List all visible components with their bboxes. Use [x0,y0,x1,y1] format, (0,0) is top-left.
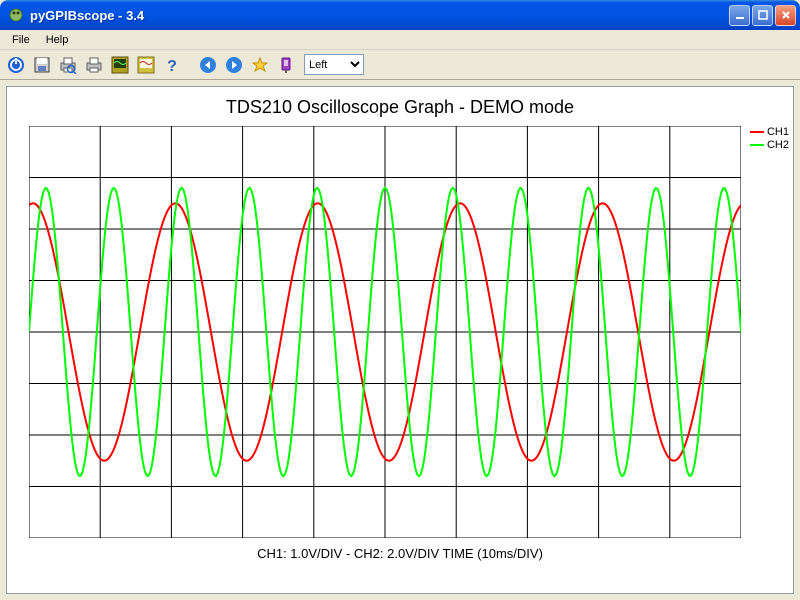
forward-button[interactable] [222,53,246,77]
legend: CH1 CH2 [750,126,789,152]
save-button[interactable] [30,53,54,77]
chart-footer: CH1: 1.0V/DIV - CH2: 2.0V/DIV TIME (10ms… [7,538,793,569]
menu-file[interactable]: File [4,32,38,48]
oscilloscope-chart [29,126,741,538]
content-area: TDS210 Oscilloscope Graph - DEMO mode CH… [0,80,800,600]
legend-item-ch1: CH1 [750,126,789,138]
legend-item-ch2: CH2 [750,139,789,151]
print-preview-button[interactable] [56,53,80,77]
alignment-select[interactable]: Left Right [304,54,364,75]
print-button[interactable] [82,53,106,77]
window-title: pyGPIBscope - 3.4 [28,8,729,23]
menu-help[interactable]: Help [38,32,77,48]
app-icon [8,7,24,23]
minimize-button[interactable] [729,5,750,26]
maximize-button[interactable] [752,5,773,26]
titlebar: pyGPIBscope - 3.4 [0,0,800,30]
power-button[interactable] [4,53,28,77]
svg-text:?: ? [167,58,177,74]
graph-panel: TDS210 Oscilloscope Graph - DEMO mode CH… [6,86,794,594]
screen1-button[interactable] [108,53,132,77]
plot-area: CH1 CH2 [29,126,741,538]
menubar: File Help [0,30,800,50]
help-button[interactable]: ? [160,53,184,77]
toolbar: ? Left Right [0,50,800,80]
chart-title: TDS210 Oscilloscope Graph - DEMO mode [7,87,793,126]
legend-label-ch1: CH1 [767,126,789,138]
legend-label-ch2: CH2 [767,139,789,151]
window-controls [729,5,796,26]
legend-line-ch1 [750,131,764,133]
legend-line-ch2 [750,144,764,146]
screen2-button[interactable] [134,53,158,77]
favorite-button[interactable] [248,53,272,77]
close-button[interactable] [775,5,796,26]
device-button[interactable] [274,53,298,77]
back-button[interactable] [196,53,220,77]
